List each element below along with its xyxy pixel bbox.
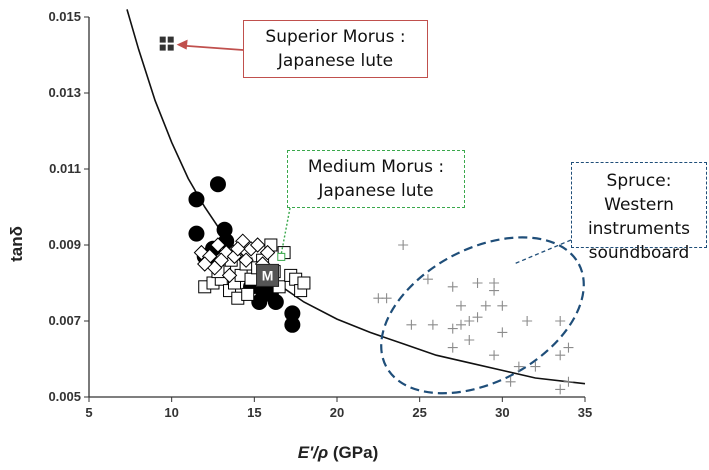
x-tick-label: 15: [247, 405, 261, 420]
superior-leader-line: [182, 44, 244, 51]
spruce-plus-point: [447, 323, 458, 334]
spruce-plus-point: [555, 316, 566, 326]
spruce-plus-point: [427, 319, 438, 330]
spruce-plus-point: [522, 316, 533, 326]
trend-curve: [126, 9, 586, 385]
spruce-plus-point: [489, 350, 500, 361]
x-tick-label: 5: [85, 405, 92, 420]
morus-filled-circle-point: [267, 294, 284, 310]
morus-open-diamond-point: [213, 252, 229, 268]
annotation-line: Superior Morus :: [265, 27, 406, 47]
medium-morus-annotation: Medium Morus : Japanese lute: [287, 150, 465, 208]
spruce-plus-point: [472, 278, 483, 288]
spruce-plus-point: [497, 300, 508, 311]
y-tick-label: 0.015: [48, 9, 81, 24]
spruce-plus-point: [398, 240, 409, 250]
data-points-layer: M: [159, 36, 574, 395]
spruce-leader-line: [513, 239, 572, 265]
spruce-plus-point: [447, 342, 458, 353]
y-tick-label: 0.013: [48, 85, 81, 100]
morus-filled-circle-point: [209, 176, 226, 193]
morus-filled-circle-point: [188, 191, 205, 208]
medium-leader-line: [280, 207, 291, 257]
morus-open-diamond-point: [197, 256, 213, 272]
superior-morus-annotation: Superior Morus : Japanese lute: [243, 20, 428, 78]
spruce-annotation: Spruce: Western instruments soundboard: [571, 162, 707, 263]
spruce-plus-point: [447, 281, 458, 292]
morus-filled-circle-point: [284, 305, 301, 322]
morus-open-diamond-point: [221, 267, 238, 284]
spruce-plus-point: [555, 350, 566, 361]
annotation-line: Western: [604, 195, 674, 215]
spruce-plus-point: [497, 327, 508, 338]
x-axis-label-unit: (GPa): [328, 443, 378, 462]
superior-arrowhead: [176, 39, 188, 50]
spruce-plus-point: [456, 300, 466, 311]
superior-morus-square-point: [159, 36, 166, 43]
annotation-line: instruments: [587, 219, 691, 239]
spruce-plus-point: [472, 312, 483, 323]
y-axis-label: tanδ: [7, 226, 26, 262]
morus-open-diamond-point: [230, 241, 246, 257]
annotation-line: Japanese lute: [318, 181, 434, 201]
spruce-plus-point: [422, 274, 433, 285]
spruce-plus-point: [505, 376, 516, 387]
annotation-line: Japanese lute: [277, 51, 394, 71]
morus-open-square-point: [297, 276, 311, 290]
morus-open-diamond-point: [249, 237, 266, 253]
spruce-ellipse-layer: [380, 236, 585, 395]
morus-open-diamond-point: [259, 244, 276, 261]
y-tick-label: 0.011: [49, 161, 81, 176]
spruce-plus-point: [456, 319, 466, 330]
spruce-plus-point: [381, 293, 392, 304]
spruce-ellipse: [380, 236, 585, 395]
medium-morus-marker-label: M: [262, 267, 274, 283]
morus-open-diamond-point: [210, 237, 226, 253]
spruce-plus-point: [406, 319, 417, 330]
annotation-line: Medium Morus :: [307, 157, 445, 177]
trend-curve-layer: [126, 9, 586, 385]
spruce-plus-point: [530, 361, 541, 372]
x-tick-label: 30: [495, 405, 509, 420]
morus-open-diamond-point: [238, 252, 254, 268]
y-tick-label: 0.007: [48, 313, 81, 328]
axes: [84, 16, 586, 402]
spruce-plus-point: [489, 285, 500, 296]
y-tick-label: 0.009: [48, 237, 81, 252]
x-tick-label: 35: [578, 405, 592, 420]
morus-filled-circle-point: [284, 316, 301, 333]
x-axis-label-main: E'/ρ: [298, 443, 328, 462]
spruce-plus-point: [563, 342, 574, 353]
spruce-plus-point: [563, 376, 574, 387]
annotation-leaders-layer: [176, 39, 572, 265]
superior-morus-square-point: [167, 44, 174, 51]
morus-filled-circle-point: [188, 225, 205, 242]
spruce-plus-point: [513, 361, 524, 372]
spruce-plus-point: [464, 316, 475, 326]
medium-leader-end: [277, 252, 286, 261]
annotation-line: Spruce:: [606, 171, 672, 191]
tick-labels-layer: 5 10 15 20 25 30 35 0.005 0.007 0.009 0.011 0.013 0.…: [48, 9, 592, 420]
x-tick-label: 20: [330, 405, 344, 420]
morus-open-square-point: [244, 272, 258, 286]
superior-morus-square-point: [159, 44, 166, 51]
medium-morus-marker: [256, 263, 280, 287]
morus-open-square-point: [241, 287, 255, 301]
spruce-plus-point: [464, 335, 475, 345]
x-tick-label: 25: [412, 405, 426, 420]
spruce-plus-point: [480, 300, 491, 311]
x-axis-label: E'/ρ (GPa): [298, 443, 378, 462]
superior-morus-square-point: [167, 36, 174, 43]
x-tick-label: 10: [164, 405, 178, 420]
annotation-line: soundboard: [588, 243, 690, 263]
spruce-plus-point: [555, 384, 566, 395]
y-tick-label: 0.005: [48, 389, 81, 404]
